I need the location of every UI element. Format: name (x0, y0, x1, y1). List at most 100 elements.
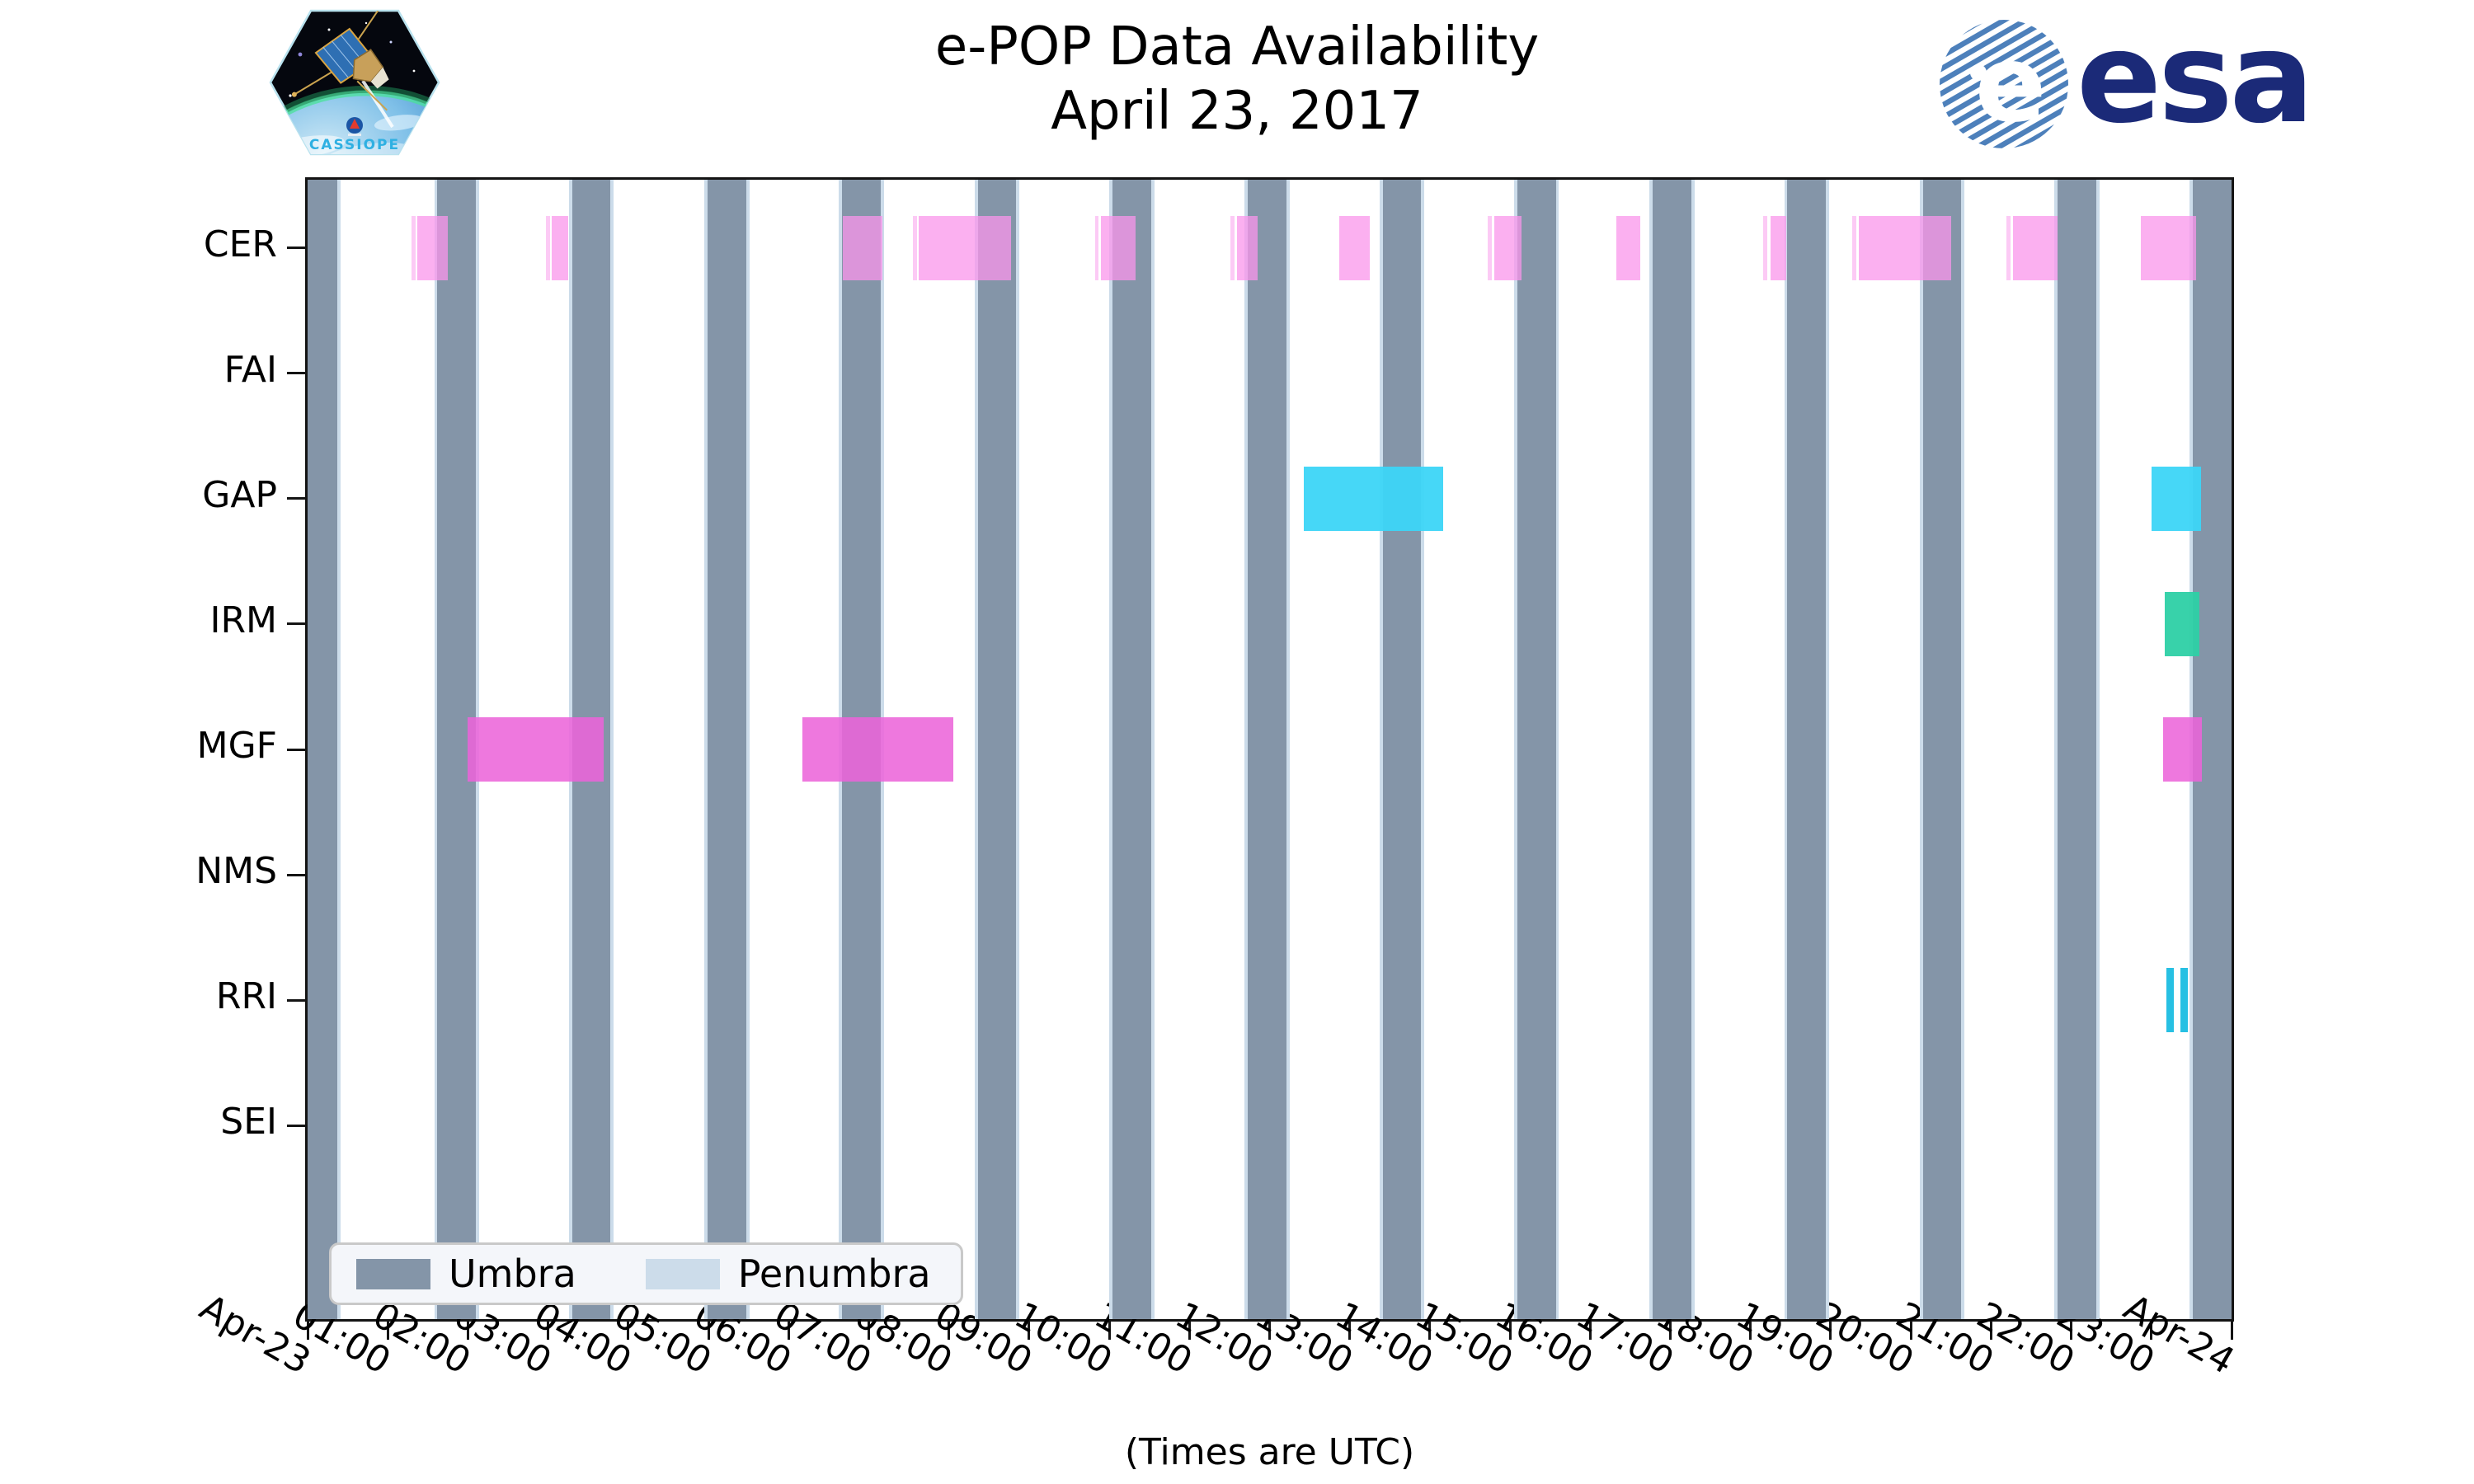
y-label-nms: NMS (195, 850, 277, 893)
bar-mgf (468, 716, 604, 782)
bar-cer (2141, 215, 2197, 280)
bar-cer (417, 215, 449, 280)
x-tick (1749, 1322, 1752, 1340)
x-tick (1188, 1322, 1191, 1340)
bar-cer (1094, 215, 1099, 280)
umbra-band (308, 180, 337, 1319)
penumbra-legend-label: Penumbra (737, 1252, 931, 1296)
cassiope-mission-patch: CASSIOPE (267, 5, 442, 163)
umbra-band (2058, 180, 2096, 1319)
bar-mgf (802, 716, 954, 782)
x-tick (948, 1322, 951, 1340)
bar-gap (1304, 466, 1444, 531)
y-label-rri: RRI (215, 975, 277, 1018)
umbra-band (1517, 180, 1556, 1319)
x-tick (1428, 1322, 1432, 1340)
umbra-band (1112, 180, 1151, 1319)
esa-globe-e: e (1975, 23, 2047, 146)
bar-cer (1493, 215, 1522, 280)
bar-cer (1763, 215, 1768, 280)
bar-cer (2012, 215, 2058, 280)
bar-cer (1230, 215, 1235, 280)
bar-cer (1339, 215, 1370, 280)
patch-csa-logo (346, 117, 363, 136)
esa-wordmark: esa (2077, 5, 2314, 151)
x-tick (707, 1322, 710, 1340)
umbra-band (1248, 180, 1286, 1319)
umbra-legend-swatch (356, 1258, 430, 1289)
y-tick-cer (287, 247, 305, 250)
umbra-band (1922, 180, 1962, 1319)
bar-cer (918, 215, 1011, 280)
x-tick (306, 1322, 309, 1340)
bar-cer (1858, 215, 1951, 280)
umbra-band (1653, 180, 1691, 1319)
y-label-irm: IRM (209, 599, 277, 641)
y-label-cer: CER (203, 223, 277, 265)
y-label-sei: SEI (220, 1101, 277, 1144)
umbra-legend-label: Umbra (449, 1252, 576, 1296)
y-tick-sei (287, 1124, 305, 1127)
umbra-band (1787, 180, 1827, 1319)
x-tick (787, 1322, 790, 1340)
esa-globe-dot (1970, 63, 1987, 81)
esa-globe-icon: e (1940, 19, 2068, 148)
bar-cer (1236, 215, 1258, 280)
y-tick-gap (287, 497, 305, 500)
x-tick (1669, 1322, 1672, 1340)
bar-rri (2180, 967, 2188, 1033)
x-tick (2230, 1322, 2233, 1340)
bar-cer (912, 215, 917, 280)
x-tick (547, 1322, 550, 1340)
bar-cer (1771, 215, 1787, 280)
x-tick (2150, 1322, 2153, 1340)
penumbra-legend-swatch (645, 1258, 720, 1289)
bar-cer (1487, 215, 1492, 280)
y-label-mgf: MGF (196, 725, 277, 767)
x-tick (1989, 1322, 1992, 1340)
bar-cer (545, 215, 550, 280)
esa-logo: e esa (1938, 5, 2314, 151)
x-tick (1508, 1322, 1512, 1340)
legend: Umbra Penumbra (329, 1242, 963, 1305)
y-tick-nms (287, 873, 305, 876)
bar-gap (2151, 466, 2202, 531)
y-tick-irm (287, 622, 305, 626)
umbra-band (1382, 180, 1422, 1319)
x-tick (867, 1322, 870, 1340)
x-tick (1348, 1322, 1352, 1340)
bar-cer (843, 215, 882, 280)
umbra-band (977, 180, 1017, 1319)
bar-cer (551, 215, 568, 280)
x-tick (466, 1322, 469, 1340)
bar-cer (412, 215, 416, 280)
x-tick (1588, 1322, 1592, 1340)
bar-cer (2006, 215, 2011, 280)
chart-title: e-POP Data Availability April 23, 2017 (0, 15, 2474, 143)
patch-cassiope-text: CASSIOPE (309, 137, 400, 153)
patch-beam (361, 79, 394, 129)
bar-irm (2165, 591, 2200, 657)
x-tick (1829, 1322, 1832, 1340)
bar-cer (1616, 215, 1640, 280)
x-tick (1268, 1322, 1271, 1340)
y-tick-fai (287, 372, 305, 375)
x-tick (627, 1322, 630, 1340)
x-tick (2070, 1322, 2073, 1340)
bar-rri (2166, 967, 2174, 1033)
chart-title-line2: April 23, 2017 (1051, 81, 1423, 143)
bar-mgf (2163, 716, 2203, 782)
y-tick-mgf (287, 748, 305, 751)
x-tick (1108, 1322, 1111, 1340)
umbra-band (708, 180, 746, 1319)
plot-area: Umbra Penumbra (305, 177, 2234, 1322)
chart-title-line1: e-POP Data Availability (934, 16, 1540, 77)
cassiope-patch-graphic: CASSIOPE (269, 9, 440, 156)
x-tick (386, 1322, 389, 1340)
x-tick (1909, 1322, 1912, 1340)
y-label-gap: GAP (202, 473, 277, 516)
x-axis-caption: (Times are UTC) (1124, 1431, 1415, 1473)
x-tick (1028, 1322, 1031, 1340)
y-tick-rri (287, 998, 305, 1002)
